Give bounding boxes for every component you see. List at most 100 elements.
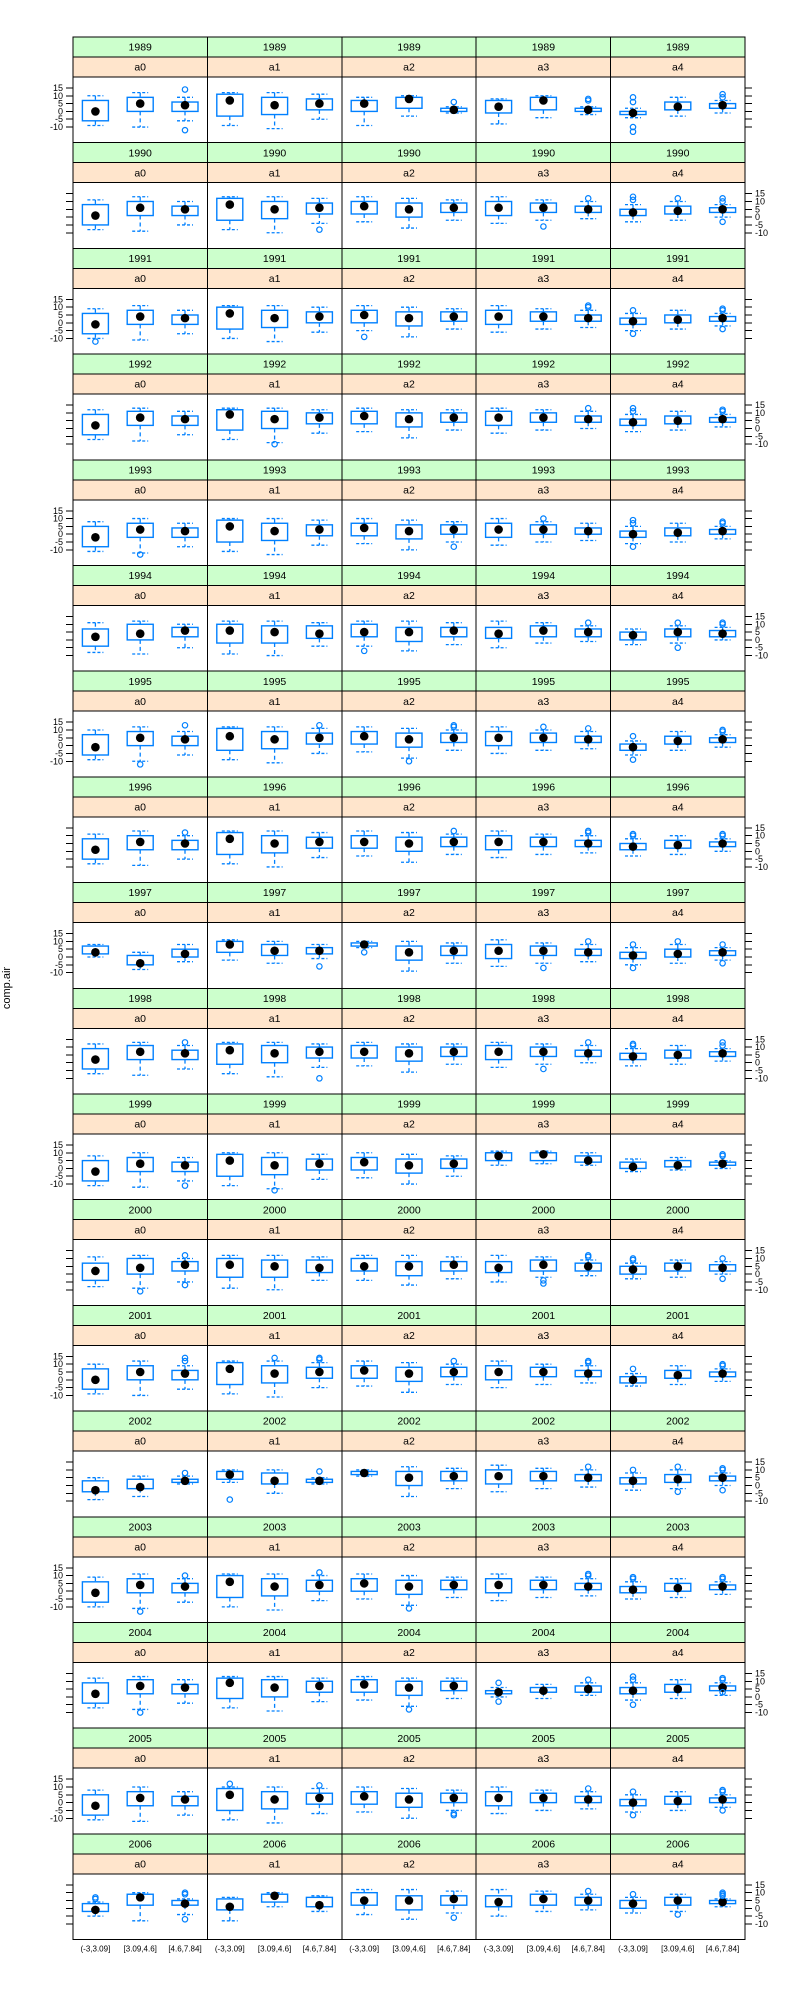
box-iqr (529, 1046, 558, 1058)
median-dot (628, 951, 638, 960)
strip-year-label: 1999 (532, 1099, 556, 1111)
y-tick-label-right: 15 (755, 1668, 765, 1678)
y-tick-label-right: -5 (755, 431, 763, 441)
outlier-point (629, 1890, 637, 1898)
median-dot (449, 413, 459, 422)
box-iqr (484, 943, 513, 960)
median-dot (628, 1798, 638, 1807)
median-dot (404, 526, 414, 536)
strip-year-label: 2006 (263, 1839, 287, 1851)
median-dot (673, 416, 683, 425)
outlier-point (136, 1709, 144, 1716)
box-iqr (81, 1581, 110, 1603)
outlier-point (316, 963, 323, 970)
box-iqr (484, 1469, 513, 1485)
strip-year-label: 2000 (263, 1204, 287, 1216)
median-dot (449, 1047, 459, 1057)
median-dot (718, 735, 727, 744)
median-dot (135, 1893, 145, 1902)
box-iqr (216, 1043, 244, 1065)
strip-panel-label: a1 (269, 273, 281, 285)
strip-year-label: 1991 (129, 253, 153, 265)
median-dot (270, 1891, 279, 1901)
strip-year-label: 2006 (397, 1839, 421, 1851)
outlier-point (540, 1065, 547, 1073)
median-dot (359, 523, 369, 533)
outlier-point (719, 941, 726, 948)
median-dot (315, 1047, 324, 1057)
strip-panel-label: a4 (672, 907, 684, 919)
outlier-point (584, 938, 592, 945)
y-tick-label-left: 10 (53, 1359, 63, 1369)
median-dot (91, 320, 100, 329)
median-dot (180, 626, 190, 635)
box-iqr (81, 1159, 110, 1182)
box-iqr (305, 412, 334, 425)
box-iqr (305, 524, 334, 537)
strip-panel-label: a4 (672, 484, 684, 496)
strip-year-label: 2002 (532, 1416, 556, 1428)
outlier-point (674, 1488, 682, 1496)
median-dot (628, 1375, 638, 1385)
y-tick-label-right: 10 (755, 831, 765, 841)
outlier-point (181, 1252, 189, 1259)
strip-panel-label: a0 (134, 590, 146, 602)
box-iqr (440, 1579, 468, 1591)
box-iqr (260, 730, 289, 750)
y-tick-label-right: 15 (755, 1457, 765, 1467)
strip-year-label: 1989 (666, 42, 690, 54)
strip-year-label: 2006 (129, 1839, 153, 1851)
outlier-point (181, 1281, 189, 1289)
median-dot (718, 1369, 727, 1378)
outlier-point (584, 1570, 592, 1578)
outlier-point (719, 1039, 726, 1046)
box-iqr (126, 1577, 154, 1594)
median-dot (225, 626, 235, 635)
strip-year-label: 2004 (263, 1627, 287, 1639)
outlier-point (629, 830, 637, 838)
panel (341, 605, 477, 672)
median-dot (673, 1160, 683, 1170)
y-tick-label-right: -10 (755, 1496, 768, 1506)
strip-year-label: 1999 (129, 1099, 153, 1111)
median-dot (315, 525, 324, 534)
box-iqr (395, 945, 423, 961)
median-dot (718, 313, 727, 323)
y-tick-label-right: -10 (755, 1708, 768, 1718)
box-iqr (305, 1158, 334, 1171)
strip-panel-label: a3 (538, 907, 550, 919)
median-dot (628, 842, 638, 851)
box-iqr (484, 1044, 513, 1061)
strip-panel-label: a1 (269, 1013, 281, 1025)
box-iqr (260, 410, 289, 430)
strip-panel-label: a1 (269, 1119, 281, 1131)
median-dot (270, 1795, 279, 1804)
strip-panel-label: a0 (134, 1859, 146, 1871)
median-dot (539, 525, 548, 534)
median-dot (718, 1159, 727, 1169)
strip-panel-label: a2 (403, 1541, 415, 1553)
outlier-point (719, 518, 726, 526)
box-iqr (440, 1470, 468, 1482)
outlier-point (136, 551, 144, 558)
box-iqr (484, 200, 513, 217)
median-dot (270, 100, 279, 110)
outlier-point (719, 619, 726, 627)
median-dot (180, 100, 190, 110)
y-tick-label-right: 0 (755, 1692, 760, 1702)
panel (341, 1239, 477, 1306)
outlier-point (719, 726, 726, 734)
outlier-point (719, 1573, 726, 1581)
box-iqr (529, 1792, 558, 1804)
median-dot (180, 414, 190, 424)
box-iqr (216, 727, 244, 752)
median-dot (135, 525, 145, 534)
box-iqr (81, 525, 110, 548)
outlier-point (629, 404, 637, 412)
median-dot (359, 1680, 369, 1689)
median-dot (673, 1050, 683, 1060)
y-tick-label-right: 5 (755, 1895, 760, 1905)
strip-panel-label: a4 (672, 62, 684, 74)
outlier-point (719, 305, 726, 313)
